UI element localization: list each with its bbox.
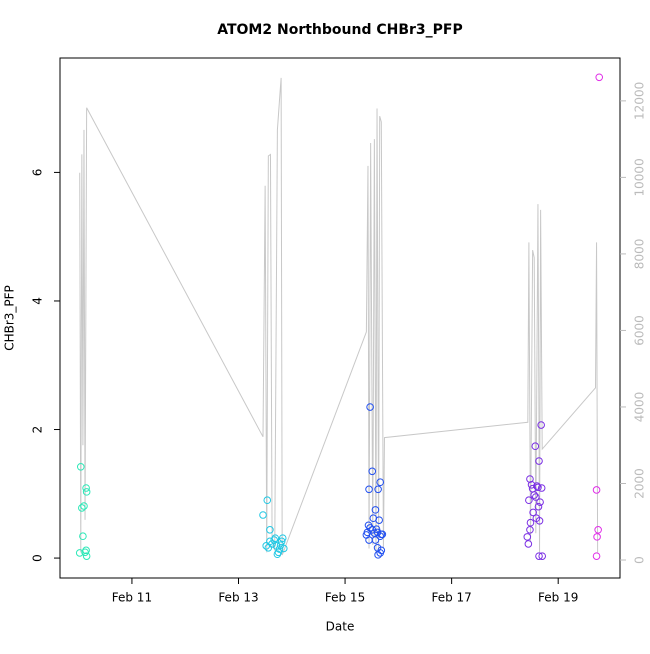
data-point — [75, 549, 84, 557]
data-point — [279, 544, 288, 553]
data-point — [530, 491, 539, 499]
x-tick-label: Feb 19 — [538, 591, 578, 605]
data-point — [529, 508, 537, 517]
y2-tick-label: 6000 — [633, 315, 647, 346]
y2-tick-label: 10000 — [633, 158, 647, 196]
y-axis-label: CHBr3_PFP — [3, 285, 17, 351]
data-point — [527, 480, 536, 489]
data-point — [82, 552, 91, 560]
data-point — [526, 518, 535, 527]
chart-title: ATOM2 Northbound CHBr3_PFP — [217, 22, 463, 38]
data-point — [531, 442, 540, 451]
data-point — [78, 504, 86, 512]
data-point — [371, 506, 380, 514]
data-point — [525, 496, 533, 505]
data-point — [374, 485, 382, 494]
data-point — [592, 486, 601, 494]
data-point — [266, 525, 274, 534]
data-point — [363, 528, 372, 537]
data-point — [82, 546, 90, 555]
altitude-line — [79, 77, 599, 556]
data-point — [375, 516, 383, 524]
data-point — [376, 478, 385, 487]
data-point — [537, 484, 546, 492]
data-point — [535, 457, 543, 465]
data-point — [365, 485, 373, 494]
y2-tick-label: 2000 — [633, 468, 647, 499]
x-tick-label: Feb 15 — [325, 591, 365, 605]
y-tick-label: 6 — [31, 169, 45, 177]
data-point — [268, 540, 276, 548]
data-point — [377, 546, 386, 555]
data-point — [533, 482, 541, 490]
data-point — [82, 488, 91, 496]
data-point — [538, 552, 547, 560]
data-point — [373, 528, 382, 537]
plot-frame — [59, 57, 621, 579]
data-point — [524, 540, 533, 548]
data-point — [536, 498, 544, 506]
data-point — [592, 552, 601, 560]
data-point — [79, 532, 87, 541]
data-point — [535, 552, 543, 560]
data-point — [277, 537, 286, 546]
data-point — [534, 483, 542, 492]
data-point — [378, 530, 387, 539]
data-point — [266, 537, 274, 546]
data-point — [271, 534, 280, 542]
data-point — [526, 525, 534, 534]
data-point — [259, 511, 267, 519]
data-point — [376, 532, 385, 541]
data-point — [368, 467, 377, 476]
data-point — [273, 550, 282, 559]
y2-tick-label: 4000 — [633, 392, 647, 423]
x-axis-label: Date — [326, 620, 355, 634]
data-point — [593, 533, 601, 541]
y-tick-label: 0 — [31, 554, 45, 562]
y-tick-label: 2 — [31, 426, 45, 434]
data-point — [537, 421, 545, 429]
data-point — [76, 463, 85, 471]
y-tick-label: 4 — [31, 297, 45, 305]
y2-tick-label: 8000 — [633, 239, 647, 270]
data-point — [535, 516, 544, 525]
data-point — [365, 536, 373, 544]
data-point — [278, 534, 287, 542]
data-point — [263, 496, 272, 505]
y2-tick-label: 0 — [633, 556, 647, 564]
y2-tick-label: 12000 — [633, 82, 647, 120]
x-tick-label: Feb 13 — [218, 591, 258, 605]
data-point — [594, 525, 602, 534]
data-point — [372, 525, 381, 533]
data-point — [82, 484, 90, 492]
x-tick-label: Feb 11 — [112, 591, 152, 605]
data-point — [532, 493, 540, 501]
data-point — [274, 548, 283, 557]
data-point — [523, 533, 532, 541]
data-point — [534, 502, 543, 511]
data-point — [81, 548, 89, 557]
x-tick-label: Feb 17 — [431, 591, 471, 605]
data-point — [366, 403, 374, 411]
data-point — [595, 73, 604, 82]
data-point — [275, 545, 284, 553]
data-point — [80, 502, 88, 510]
